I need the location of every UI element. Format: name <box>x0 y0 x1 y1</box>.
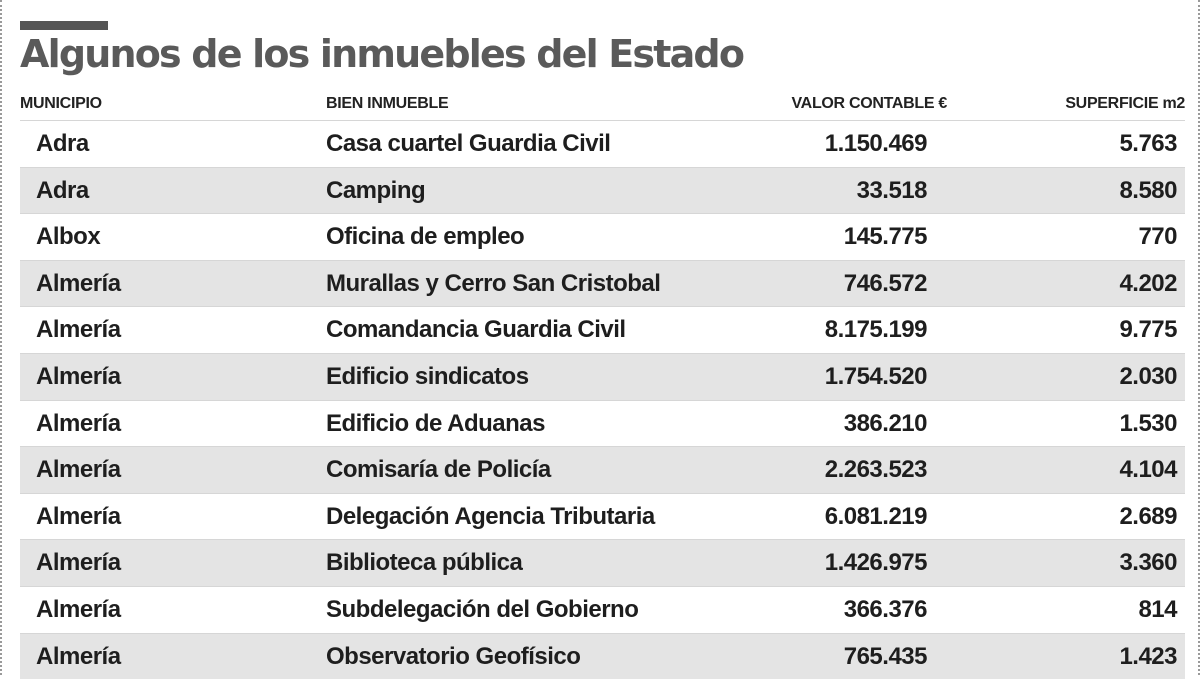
cell-valor-contable: 1.426.975 <box>824 549 928 577</box>
cell-superficie: 770 <box>1138 223 1177 251</box>
cell-bien-inmueble: Edificio sindicatos <box>326 362 529 390</box>
table-row: Almería Comisaría de Policía 2.263.523 4… <box>20 446 1185 493</box>
cell-municipio: Almería <box>36 549 121 577</box>
column-header-superficie: SUPERFICIE m2 <box>1065 95 1185 112</box>
table-row: Albox Oficina de empleo 145.775 770 <box>20 213 1185 260</box>
cell-municipio: Almería <box>36 502 121 530</box>
cell-valor-contable: 1.150.469 <box>824 130 928 157</box>
title-accent-bar <box>20 21 108 30</box>
table-header: MUNICIPIO BIEN INMUEBLE VALOR CONTABLE €… <box>20 92 1185 116</box>
cell-superficie: 814 <box>1138 595 1177 623</box>
cell-municipio: Adra <box>36 130 89 157</box>
cell-valor-contable: 366.376 <box>843 595 928 623</box>
cell-valor-contable: 386.210 <box>843 409 928 437</box>
cell-municipio: Almería <box>36 456 121 484</box>
cell-superficie: 2.689 <box>1119 502 1177 530</box>
cell-superficie: 8.580 <box>1119 176 1177 204</box>
table-row: Almería Edificio de Aduanas 386.210 1.53… <box>20 399 1185 447</box>
table-row: Almería Subdelegación del Gobierno 366.3… <box>20 585 1185 633</box>
cell-bien-inmueble: Delegación Agencia Tributaria <box>326 502 655 530</box>
cell-valor-contable: 765.435 <box>843 642 928 670</box>
cell-superficie: 4.104 <box>1119 456 1177 484</box>
table-row: Almería Edificio sindicatos 1.754.520 2.… <box>20 352 1185 400</box>
cell-bien-inmueble: Murallas y Cerro San Cristobal <box>326 269 661 297</box>
cell-municipio: Almería <box>36 595 121 623</box>
table-row: Almería Comandancia Guardia Civil 8.175.… <box>20 306 1185 353</box>
cell-superficie: 5.763 <box>1119 130 1177 157</box>
cell-municipio: Adra <box>36 176 89 204</box>
cell-bien-inmueble: Observatorio Geofísico <box>326 642 581 670</box>
cell-superficie: 1.530 <box>1119 409 1177 437</box>
cell-municipio: Albox <box>36 223 101 251</box>
cell-municipio: Almería <box>36 316 121 344</box>
cell-valor-contable: 1.754.520 <box>824 362 928 390</box>
cell-bien-inmueble: Comisaría de Policía <box>326 456 551 484</box>
cell-valor-contable: 2.263.523 <box>824 456 928 484</box>
table-row: Adra Camping 33.518 8.580 <box>20 166 1185 214</box>
column-header-municipio: MUNICIPIO <box>20 95 102 112</box>
cell-municipio: Almería <box>36 409 121 437</box>
table-row: Almería Observatorio Geofísico 765.435 1… <box>20 632 1185 680</box>
table-row: Almería Biblioteca pública 1.426.975 3.3… <box>20 539 1185 586</box>
column-header-valor-contable: VALOR CONTABLE € <box>791 95 948 112</box>
cell-valor-contable: 8.175.199 <box>824 316 928 344</box>
cell-municipio: Almería <box>36 362 121 390</box>
cell-municipio: Almería <box>36 642 121 670</box>
column-header-bien-inmueble: BIEN INMUEBLE <box>326 95 449 112</box>
cell-valor-contable: 746.572 <box>843 269 928 297</box>
cell-superficie: 1.423 <box>1119 642 1177 670</box>
cell-bien-inmueble: Comandancia Guardia Civil <box>326 316 626 344</box>
table-row: Almería Delegación Agencia Tributaria 6.… <box>20 492 1185 540</box>
cell-superficie: 2.030 <box>1119 362 1177 390</box>
cell-valor-contable: 6.081.219 <box>824 502 928 530</box>
chart-title: Algunos de los inmuebles del Estado <box>20 32 745 76</box>
cell-valor-contable: 145.775 <box>843 223 928 251</box>
cell-municipio: Almería <box>36 269 121 297</box>
cell-bien-inmueble: Oficina de empleo <box>326 223 525 251</box>
cell-bien-inmueble: Biblioteca pública <box>326 549 523 577</box>
cell-superficie: 3.360 <box>1119 549 1177 577</box>
cell-superficie: 9.775 <box>1119 316 1177 344</box>
cell-bien-inmueble: Camping <box>326 176 426 204</box>
cell-bien-inmueble: Subdelegación del Gobierno <box>326 595 639 623</box>
cell-superficie: 4.202 <box>1119 269 1177 297</box>
table-body: Adra Casa cuartel Guardia Civil 1.150.46… <box>20 120 1185 680</box>
table-row: Adra Casa cuartel Guardia Civil 1.150.46… <box>20 120 1185 167</box>
table-row: Almería Murallas y Cerro San Cristobal 7… <box>20 259 1185 307</box>
cell-bien-inmueble: Casa cuartel Guardia Civil <box>326 130 611 157</box>
cell-bien-inmueble: Edificio de Aduanas <box>326 409 545 437</box>
cell-valor-contable: 33.518 <box>856 176 928 204</box>
